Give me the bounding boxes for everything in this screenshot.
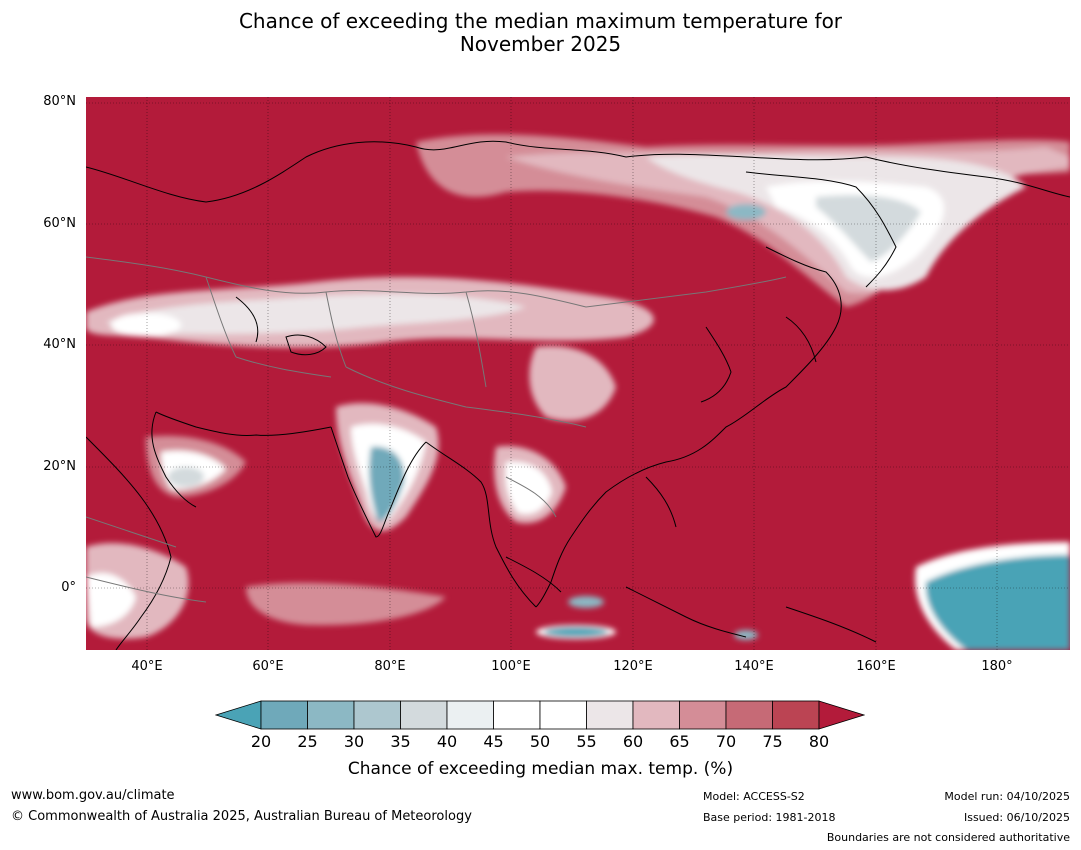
colorbar-tick-label: 60 xyxy=(622,732,644,751)
lon-label-100e: 100°E xyxy=(491,659,531,674)
lat-label-60n: 60°N xyxy=(43,216,76,231)
footer-base-period: Base period: 1981-2018 xyxy=(703,811,836,824)
lat-label-80n: 80°N xyxy=(43,94,76,109)
colorbar-tick-label: 70 xyxy=(715,732,737,751)
colorbar-cell xyxy=(493,700,541,730)
colorbar-cell xyxy=(725,700,773,730)
footer-model: Model: ACCESS-S2 xyxy=(703,790,805,803)
colorbar-cell xyxy=(679,700,727,730)
map-title: Chance of exceeding the median maximum t… xyxy=(0,10,1081,56)
colorbar-title: Chance of exceeding median max. temp. (%… xyxy=(347,759,734,779)
colorbar-cell xyxy=(446,700,494,730)
colorbar-cell xyxy=(307,700,355,730)
title-line-2: November 2025 xyxy=(459,32,622,56)
lon-label-180: 180° xyxy=(981,659,1013,674)
colorbar-cell xyxy=(586,700,634,730)
lat-label-0: 0° xyxy=(61,580,76,595)
lon-label-40e: 40°E xyxy=(131,659,163,674)
coastlines xyxy=(86,140,1070,650)
probability-field xyxy=(86,134,1070,650)
colorbar-tick-label: 55 xyxy=(576,732,597,751)
graticule xyxy=(86,97,1070,650)
colorbar-cell xyxy=(353,700,401,730)
lon-label-140e: 140°E xyxy=(734,659,774,674)
footer-disclaimer: Boundaries are not considered authoritat… xyxy=(826,831,1070,844)
lon-label-80e: 80°E xyxy=(374,659,406,674)
colorbar-tick-label: 25 xyxy=(297,732,318,751)
map-panel[interactable] xyxy=(86,97,1070,650)
colorbar-tick-label: 40 xyxy=(436,732,458,751)
colorbar-cells xyxy=(215,700,865,730)
colorbar-cell xyxy=(632,700,680,730)
colorbar-cell xyxy=(772,700,820,730)
footer-copyright: © Commonwealth of Australia 2025, Austra… xyxy=(11,809,472,824)
map-canvas xyxy=(86,97,1070,650)
colorbar-tick-label: 65 xyxy=(669,732,690,751)
title-line-1: Chance of exceeding the median maximum t… xyxy=(238,9,843,33)
colorbar-tick-label: 30 xyxy=(343,732,365,751)
colorbar-extend-low xyxy=(215,700,262,730)
country-borders xyxy=(86,256,787,603)
lat-label-40n: 40°N xyxy=(43,337,76,352)
colorbar-tick-label: 45 xyxy=(483,732,504,751)
lon-label-60e: 60°E xyxy=(252,659,284,674)
colorbar-cell xyxy=(400,700,448,730)
colorbar-tick-label: 75 xyxy=(762,732,783,751)
colorbar-cell xyxy=(260,700,308,730)
footer-model-run: Model run: 04/10/2025 xyxy=(944,790,1070,803)
footer-website[interactable]: www.bom.gov.au/climate xyxy=(11,788,175,803)
colorbar-tick-label: 20 xyxy=(250,732,272,751)
lat-label-20n: 20°N xyxy=(43,459,76,474)
footer-issued: Issued: 06/10/2025 xyxy=(963,811,1070,824)
colorbar-extend-high xyxy=(818,700,865,730)
lon-label-120e: 120°E xyxy=(613,659,653,674)
colorbar-cell xyxy=(539,700,587,730)
lon-label-160e: 160°E xyxy=(856,659,896,674)
colorbar xyxy=(215,700,865,730)
colorbar-tick-label: 35 xyxy=(390,732,411,751)
colorbar-tick-label: 80 xyxy=(808,732,830,751)
colorbar-tick-label: 50 xyxy=(529,732,551,751)
